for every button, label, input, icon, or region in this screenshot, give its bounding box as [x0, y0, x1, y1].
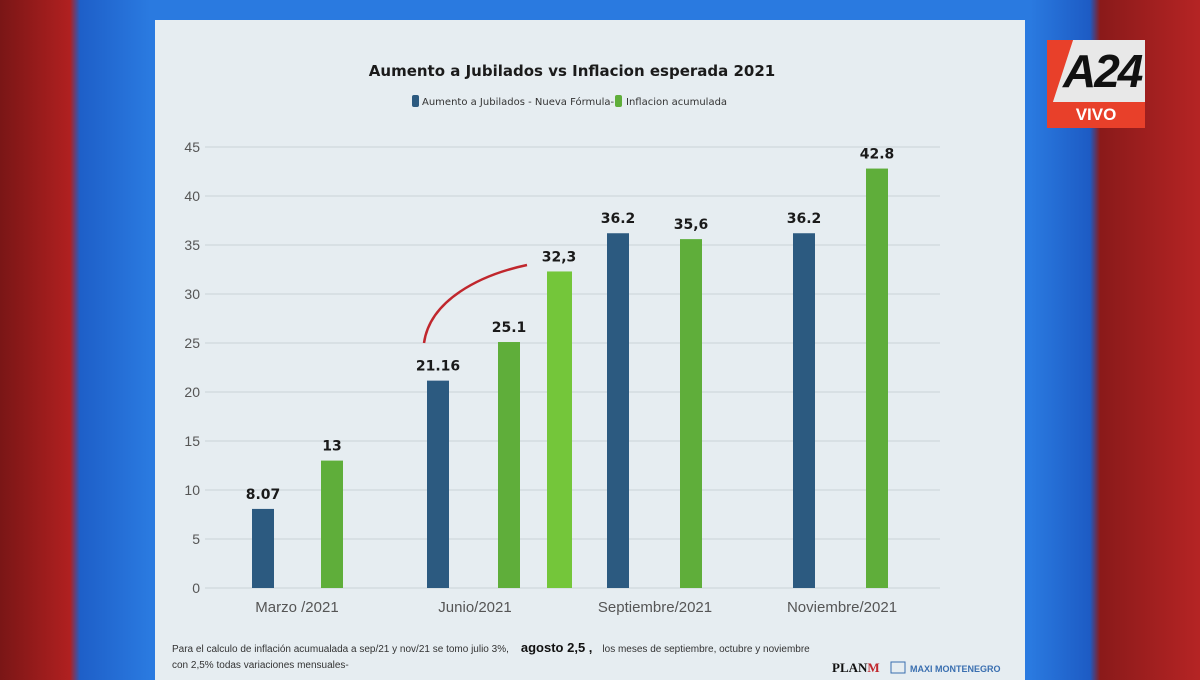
annotation-arrow [422, 263, 528, 344]
author-name: MAXI MONTENEGRO [910, 664, 1001, 674]
channel-name: A24 [1063, 45, 1143, 97]
category-label: Noviembre/2021 [787, 599, 897, 616]
author-logo-icon [890, 661, 906, 674]
bar-aumento [607, 233, 629, 589]
legend-swatch-blue [412, 95, 419, 107]
data-label: 36.2 [601, 211, 636, 227]
y-tick-label: 20 [184, 384, 200, 400]
category-label: Marzo /2021 [255, 599, 338, 616]
data-label: 8.07 [246, 487, 281, 503]
footnote-part-3: los meses de septiembre, octubre y novie… [602, 644, 810, 655]
data-label: 13 [322, 439, 341, 455]
category-label: Junio/2021 [438, 599, 511, 616]
legend: Aumento a Jubilados - Nueva Fórmula- Inf… [412, 95, 727, 108]
y-tick-label: 25 [184, 335, 200, 351]
brand-logo: PLANM [832, 660, 880, 675]
legend-label-1: Aumento a Jubilados - Nueva Fórmula- [422, 96, 615, 108]
footnote-part-2: agosto 2,5 , [521, 640, 593, 655]
live-badge: VIVO [1047, 102, 1145, 128]
data-label: 35,6 [674, 217, 709, 233]
bar-inflacion [498, 342, 520, 588]
data-label: 36.2 [787, 211, 822, 227]
chart-title: Aumento a Jubilados vs Inflacion esperad… [369, 62, 775, 80]
y-tick-label: 10 [184, 482, 200, 498]
legend-swatch-green [615, 95, 622, 107]
data-label: 32,3 [542, 249, 577, 265]
footnote: Para el calculo de inflación acumualada … [172, 640, 810, 671]
bar-inflacion [866, 168, 888, 588]
data-label: 21.16 [416, 359, 460, 375]
y-tick-label: 15 [184, 433, 200, 449]
bar-aumento [427, 380, 449, 588]
y-tick-label: 45 [184, 139, 200, 155]
bar-aumento [252, 508, 274, 588]
data-label: 25.1 [492, 320, 527, 336]
data-label: 42.8 [860, 147, 895, 163]
bar-aumento [793, 233, 815, 589]
bar-inflacion [321, 460, 343, 588]
y-tick-label: 0 [192, 580, 200, 596]
category-label: Septiembre/2021 [598, 599, 712, 616]
bar-inflacion [680, 239, 702, 588]
legend-label-2: Inflacion acumulada [626, 97, 727, 108]
footnote-part-1: Para el calculo de inflación acumualada … [172, 644, 509, 655]
footnote-line-2: con 2,5% todas variaciones mensuales- [172, 660, 349, 671]
y-tick-label: 40 [184, 188, 200, 204]
y-tick-label: 35 [184, 237, 200, 253]
bar-inflacion-extra [547, 271, 572, 588]
y-tick-label: 30 [184, 286, 200, 302]
y-tick-label: 5 [192, 531, 200, 547]
a24-live-logo: A24 VIVO [1047, 40, 1145, 130]
svg-text:Para el calculo de inflación a: Para el calculo de inflación acumualada … [172, 640, 810, 655]
